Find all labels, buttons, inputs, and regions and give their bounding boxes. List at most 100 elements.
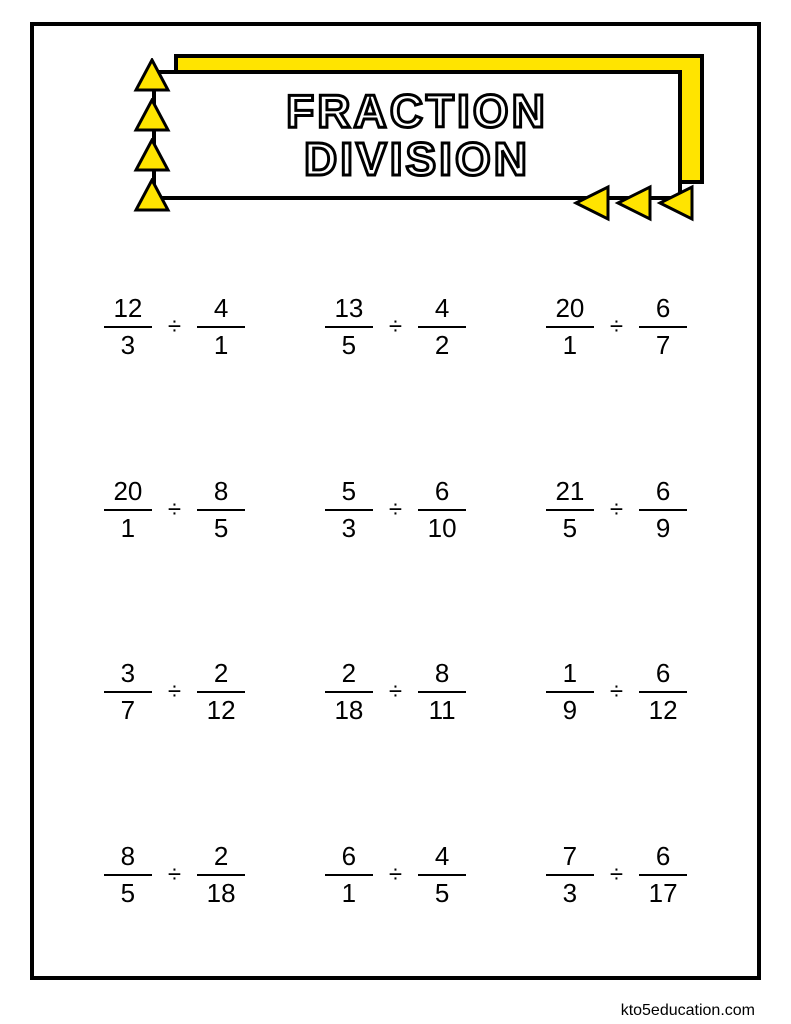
numerator: 5 bbox=[336, 474, 362, 509]
divide-operator: ÷ bbox=[164, 678, 185, 706]
denominator: 5 bbox=[115, 876, 141, 911]
fraction-2: 45 bbox=[418, 839, 466, 911]
numerator: 6 bbox=[336, 839, 362, 874]
numerator: 4 bbox=[429, 839, 455, 874]
fraction-1: 215 bbox=[546, 474, 594, 546]
fraction-2: 41 bbox=[197, 291, 245, 363]
divide-operator: ÷ bbox=[164, 496, 185, 524]
fraction-1: 218 bbox=[325, 656, 373, 728]
denominator: 5 bbox=[429, 876, 455, 911]
denominator: 18 bbox=[328, 693, 369, 728]
triangle-up-icon bbox=[132, 178, 172, 214]
divide-operator: ÷ bbox=[385, 313, 406, 341]
divide-operator: ÷ bbox=[606, 678, 627, 706]
numerator: 12 bbox=[107, 291, 148, 326]
fraction-1: 19 bbox=[546, 656, 594, 728]
denominator: 5 bbox=[557, 511, 583, 546]
denominator: 17 bbox=[643, 876, 684, 911]
numerator: 2 bbox=[208, 656, 234, 691]
numerator: 6 bbox=[650, 839, 676, 874]
triangle-up-icon bbox=[132, 98, 172, 134]
numerator: 6 bbox=[650, 474, 676, 509]
fraction-1: 61 bbox=[325, 839, 373, 911]
fraction-2: 85 bbox=[197, 474, 245, 546]
problems-grid: 123÷41135÷42201÷67201÷8553÷610215÷6937÷2… bbox=[74, 266, 717, 936]
fraction-1: 53 bbox=[325, 474, 373, 546]
triangle-left-icon bbox=[656, 184, 696, 222]
denominator: 12 bbox=[201, 693, 242, 728]
denominator: 3 bbox=[557, 876, 583, 911]
numerator: 6 bbox=[429, 474, 455, 509]
title-banner: FRACTION DIVISION bbox=[152, 70, 682, 200]
denominator: 9 bbox=[557, 693, 583, 728]
denominator: 3 bbox=[336, 511, 362, 546]
fraction-1: 201 bbox=[546, 291, 594, 363]
divide-operator: ÷ bbox=[385, 861, 406, 889]
numerator: 6 bbox=[650, 291, 676, 326]
header: FRACTION DIVISION bbox=[34, 26, 757, 226]
numerator: 20 bbox=[107, 474, 148, 509]
triangle-left-icon bbox=[614, 184, 654, 222]
numerator: 20 bbox=[549, 291, 590, 326]
problem: 218 ÷ 811 bbox=[295, 631, 496, 754]
fraction-2: 218 bbox=[197, 839, 245, 911]
fraction-1: 135 bbox=[325, 291, 373, 363]
problem: 73 ÷ 617 bbox=[516, 814, 717, 937]
fraction-2: 811 bbox=[418, 656, 466, 728]
fraction-2: 612 bbox=[639, 656, 687, 728]
numerator: 4 bbox=[429, 291, 455, 326]
problem: 201 ÷ 85 bbox=[74, 449, 275, 572]
fraction-1: 73 bbox=[546, 839, 594, 911]
numerator: 6 bbox=[650, 656, 676, 691]
problem: 85÷218 bbox=[74, 814, 275, 937]
fraction-1: 37 bbox=[104, 656, 152, 728]
denominator: 1 bbox=[208, 328, 234, 363]
triangle-left-icon bbox=[572, 184, 612, 222]
denominator: 5 bbox=[336, 328, 362, 363]
denominator: 1 bbox=[115, 511, 141, 546]
triangle-up-icon bbox=[132, 58, 172, 94]
numerator: 8 bbox=[208, 474, 234, 509]
problem: 215 ÷ 69 bbox=[516, 449, 717, 572]
denominator: 11 bbox=[423, 693, 462, 728]
divide-operator: ÷ bbox=[385, 678, 406, 706]
fraction-2: 42 bbox=[418, 291, 466, 363]
divide-operator: ÷ bbox=[606, 861, 627, 889]
title-line-1: FRACTION bbox=[286, 87, 548, 135]
denominator: 1 bbox=[336, 876, 362, 911]
problem: 201÷67 bbox=[516, 266, 717, 389]
problem: 135 ÷ 42 bbox=[295, 266, 496, 389]
fraction-2: 212 bbox=[197, 656, 245, 728]
denominator: 3 bbox=[115, 328, 141, 363]
numerator: 21 bbox=[549, 474, 590, 509]
title-line-2: DIVISION bbox=[304, 135, 530, 183]
problem: 61 ÷ 45 bbox=[295, 814, 496, 937]
fraction-2: 67 bbox=[639, 291, 687, 363]
denominator: 5 bbox=[208, 511, 234, 546]
denominator: 2 bbox=[429, 328, 455, 363]
denominator: 7 bbox=[650, 328, 676, 363]
numerator: 13 bbox=[328, 291, 369, 326]
fraction-1: 123 bbox=[104, 291, 152, 363]
fraction-1: 201 bbox=[104, 474, 152, 546]
denominator: 9 bbox=[650, 511, 676, 546]
fraction-2: 617 bbox=[639, 839, 687, 911]
denominator: 10 bbox=[422, 511, 463, 546]
numerator: 7 bbox=[557, 839, 583, 874]
triangle-up-icon bbox=[132, 138, 172, 174]
numerator: 4 bbox=[208, 291, 234, 326]
denominator: 12 bbox=[643, 693, 684, 728]
numerator: 2 bbox=[336, 656, 362, 691]
problem: 19 ÷ 612 bbox=[516, 631, 717, 754]
divide-operator: ÷ bbox=[606, 496, 627, 524]
divide-operator: ÷ bbox=[164, 313, 185, 341]
divide-operator: ÷ bbox=[164, 861, 185, 889]
numerator: 1 bbox=[557, 656, 583, 691]
fraction-2: 610 bbox=[418, 474, 466, 546]
numerator: 8 bbox=[429, 656, 455, 691]
denominator: 1 bbox=[557, 328, 583, 363]
denominator: 18 bbox=[201, 876, 242, 911]
divide-operator: ÷ bbox=[385, 496, 406, 524]
footer-attribution: kto5education.com bbox=[621, 1002, 755, 1020]
fraction-2: 69 bbox=[639, 474, 687, 546]
